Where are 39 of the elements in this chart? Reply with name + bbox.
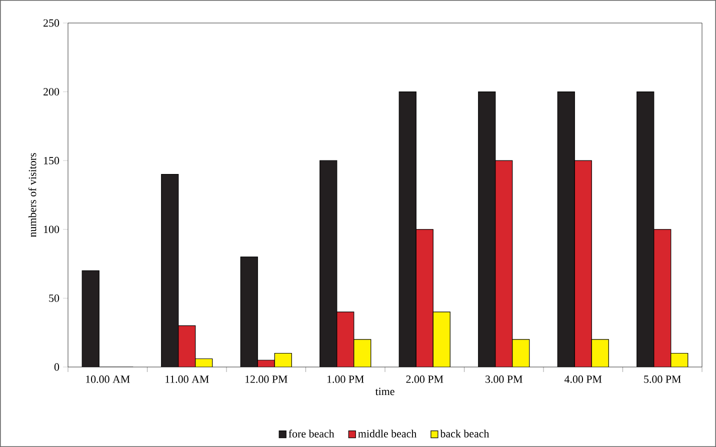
x-tick-label: 1.00 PM	[327, 376, 364, 383]
bar	[354, 339, 372, 367]
bar	[574, 160, 592, 367]
x-tick-label: 4.00 PM	[564, 376, 602, 383]
bar	[398, 91, 416, 367]
bar	[512, 339, 530, 367]
x-tick-label: 11.00 AM	[166, 376, 209, 383]
bar	[432, 312, 450, 367]
y-tick-label: 200	[44, 88, 60, 96]
bar	[336, 312, 354, 367]
bar	[82, 270, 100, 367]
bar	[416, 229, 434, 367]
y-tick-label: 250	[44, 19, 60, 27]
bar	[478, 91, 496, 367]
x-tick-label: 12.00 PM	[245, 376, 288, 383]
legend-label: middle beach	[358, 430, 416, 438]
bar	[161, 174, 179, 367]
legend-label: back beach	[440, 430, 490, 438]
y-tick-label: 50	[49, 294, 60, 302]
x-tick-label: 10.00 AM	[86, 376, 130, 383]
x-axis-title: time	[375, 388, 394, 396]
bar	[636, 91, 654, 367]
y-tick-label: 100	[44, 226, 60, 234]
bar	[495, 160, 513, 367]
x-tick-label: 2.00 PM	[406, 376, 444, 383]
bar	[654, 229, 672, 367]
bar	[557, 91, 575, 367]
x-tick-label: 3.00 PM	[486, 376, 522, 383]
bar	[274, 353, 292, 367]
bar	[178, 325, 196, 367]
y-tick-label: 150	[44, 156, 60, 164]
legend-label: fore beach	[288, 430, 334, 438]
x-tick-label: 5.00 PM	[644, 376, 681, 383]
y-axis-title: numbers of visitors	[28, 153, 36, 238]
y-tick-label: 0	[54, 363, 60, 371]
bar	[591, 339, 609, 367]
bar	[320, 160, 338, 367]
bar	[240, 256, 258, 367]
bar	[670, 352, 688, 367]
